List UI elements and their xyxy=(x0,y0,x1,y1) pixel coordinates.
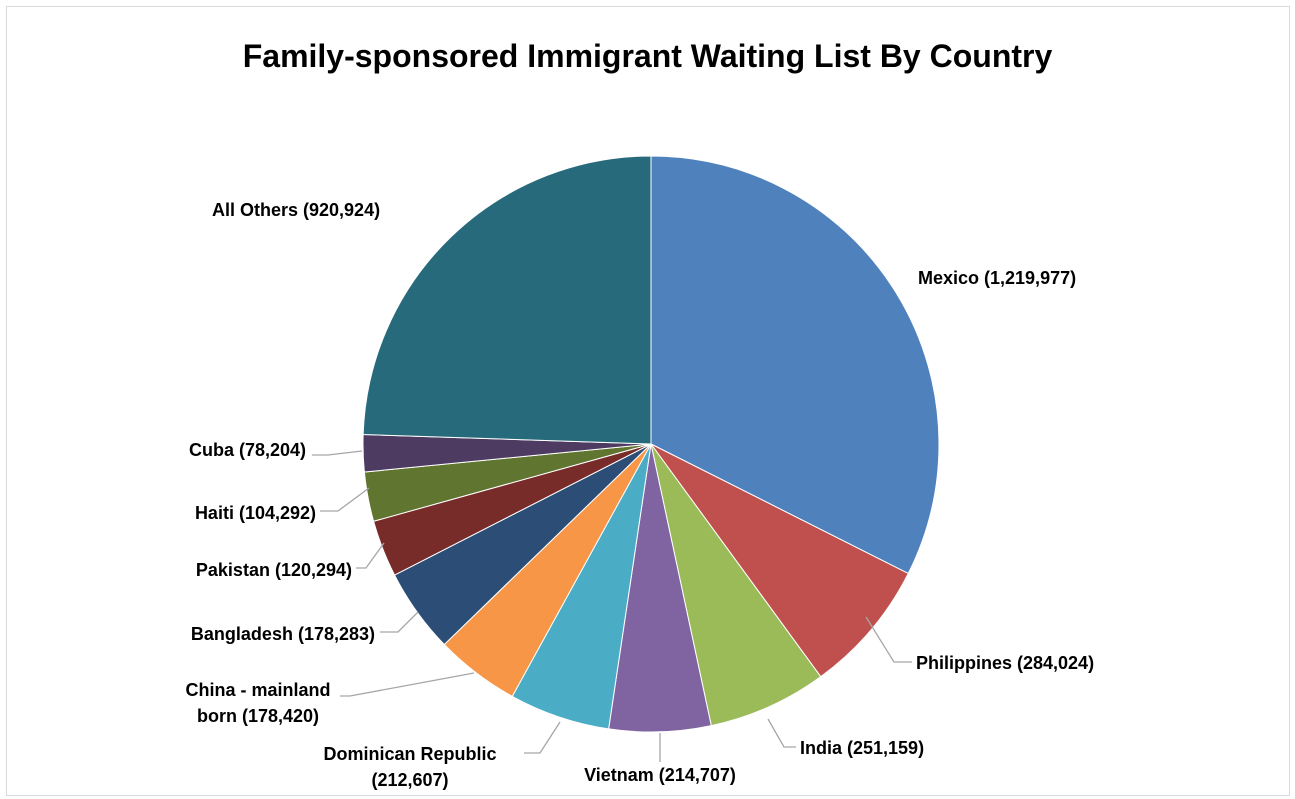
pie-slice-mexico xyxy=(650,155,940,575)
data-label: (212,607) xyxy=(371,770,448,790)
pie-slice-all-others xyxy=(362,155,652,445)
leader-line xyxy=(524,721,561,754)
data-label: Mexico (1,219,977) xyxy=(918,268,1076,288)
leader-line xyxy=(312,450,363,456)
data-label: Cuba (78,204) xyxy=(189,440,306,460)
data-label: All Others (920,924) xyxy=(212,200,380,220)
leader-line xyxy=(865,616,912,663)
data-label: Bangladesh (178,283) xyxy=(191,624,375,644)
leader-line xyxy=(320,487,370,512)
leader-line xyxy=(356,542,385,569)
pie-slice-india xyxy=(650,443,822,727)
data-label: China - mainland xyxy=(185,680,330,700)
data-label: Dominican Republic xyxy=(323,744,496,764)
leader-line xyxy=(767,718,796,748)
leader-line xyxy=(340,672,475,697)
leader-line xyxy=(380,611,419,633)
data-label: Philippines (284,024) xyxy=(916,653,1094,673)
data-label: India (251,159) xyxy=(800,738,924,758)
data-label: Vietnam (214,707) xyxy=(584,765,736,785)
chart-title: Family-sponsored Immigrant Waiting List … xyxy=(242,38,1053,74)
data-label: born (178,420) xyxy=(197,706,319,726)
pie-slice-philippines xyxy=(650,443,909,678)
data-label: Haiti (104,292) xyxy=(195,503,316,523)
data-label: Pakistan (120,294) xyxy=(196,560,352,580)
